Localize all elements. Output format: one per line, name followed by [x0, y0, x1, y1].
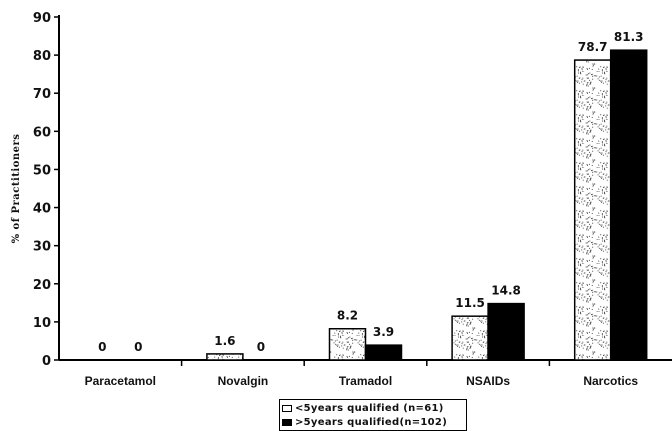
legend-item-under-5-years: <5years qualified (n=61)	[282, 401, 464, 415]
data-label-under-5-years-narcotics: 78.7	[578, 40, 608, 54]
bar-over-5-years-tramadol	[364, 344, 403, 361]
y-tick-label-20: 20	[33, 278, 51, 293]
y-tick-label-50: 50	[33, 163, 51, 178]
bar-under-5-years-novalgin	[206, 353, 244, 361]
x-tick-label-paracetamol: Paracetamol	[85, 374, 156, 388]
legend-swatch-over-5-years	[282, 418, 292, 426]
data-label-under-5-years-novalgin: 1.6	[214, 334, 235, 348]
y-tick-label-80: 80	[33, 49, 51, 64]
bar-under-5-years-nsaids	[451, 315, 489, 361]
legend-swatch-under-5-years	[282, 404, 292, 412]
y-tick-label-10: 10	[33, 316, 51, 331]
x-tick-label-nsaids: NSAIDs	[466, 374, 510, 388]
bar-over-5-years-narcotics	[609, 49, 648, 361]
x-tick-label-narcotics: Narcotics	[583, 374, 638, 388]
y-tick-label-30: 30	[33, 240, 51, 255]
data-label-under-5-years-nsaids: 11.5	[455, 296, 485, 310]
legend-item-over-5-years: >5years qualified(n=102)	[282, 415, 464, 429]
y-tick-label-60: 60	[33, 125, 51, 140]
bar-over-5-years-nsaids	[487, 302, 525, 361]
data-label-over-5-years-paracetamol: 0	[134, 340, 142, 354]
data-label-over-5-years-nsaids: 14.8	[491, 284, 521, 298]
bar-under-5-years-narcotics	[573, 59, 612, 361]
bar-under-5-years-tramadol	[328, 327, 367, 361]
legend-label-under-5-years: <5years qualified (n=61)	[295, 402, 444, 414]
y-tick-label-40: 40	[33, 202, 51, 217]
y-tick-label-90: 90	[33, 11, 51, 26]
legend-label-over-5-years: >5years qualified(n=102)	[295, 416, 448, 428]
x-tick-label-tramadol: Tramadol	[339, 374, 392, 388]
data-label-over-5-years-narcotics: 81.3	[614, 30, 644, 44]
y-axis-label: % of Practitioners	[11, 134, 22, 244]
x-tick-label-novalgin: Novalgin	[218, 374, 269, 388]
y-tick-label-0: 0	[42, 354, 51, 369]
data-label-over-5-years-tramadol: 3.9	[373, 325, 394, 339]
data-label-under-5-years-tramadol: 8.2	[337, 309, 358, 323]
data-label-under-5-years-paracetamol: 0	[98, 340, 106, 354]
y-tick-label-70: 70	[33, 87, 51, 102]
chart-legend: <5years qualified (n=61) >5years qualifi…	[279, 399, 467, 431]
data-label-over-5-years-novalgin: 0	[257, 340, 265, 354]
